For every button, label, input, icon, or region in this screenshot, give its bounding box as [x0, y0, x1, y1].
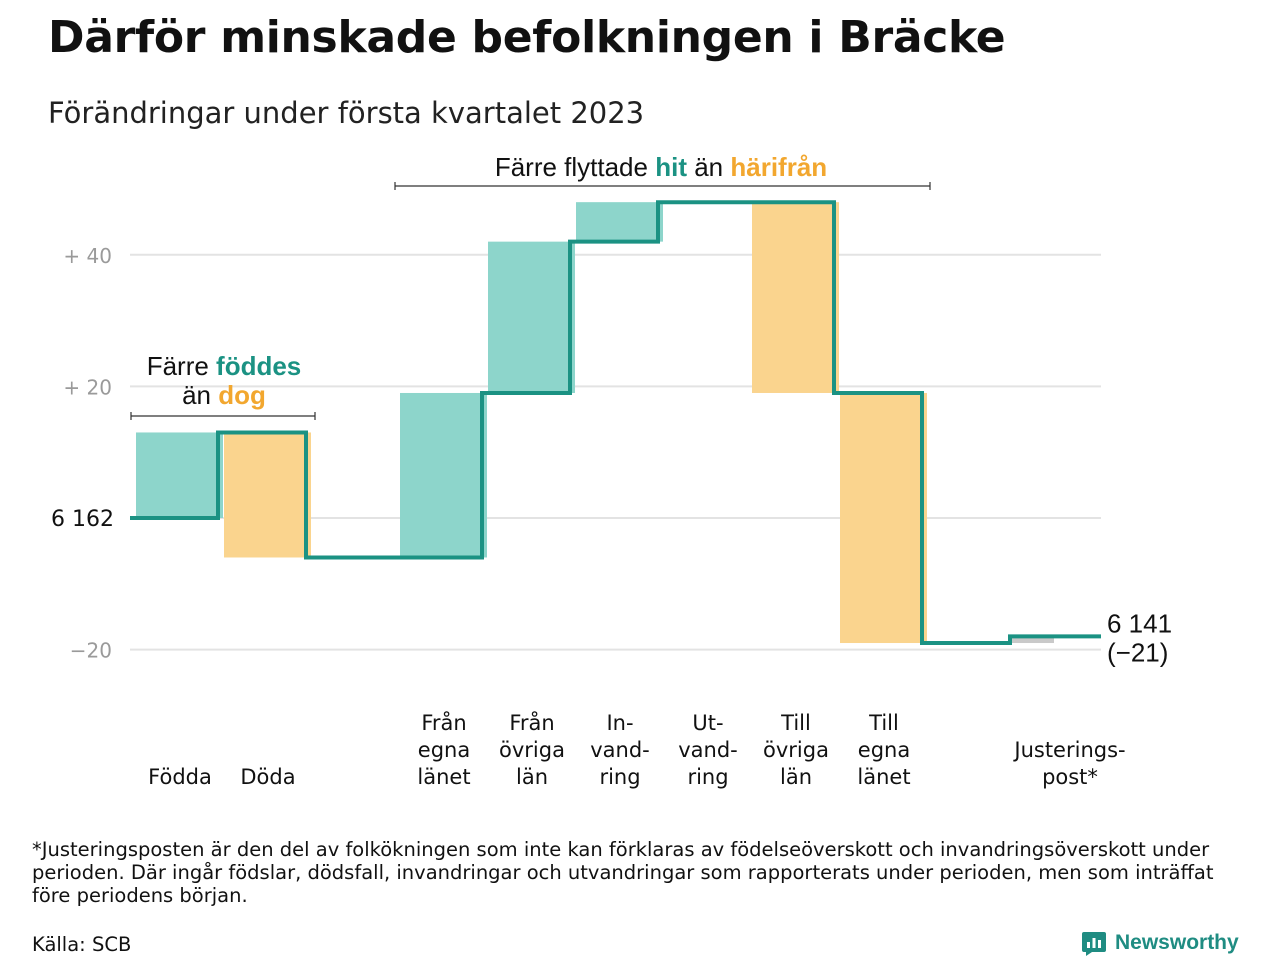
end-value-label: 6 141	[1107, 608, 1172, 638]
waterfall-bar	[1010, 636, 1054, 644]
migration-annotation-highlight: härifrån	[730, 152, 827, 182]
category-label-line: län	[516, 765, 548, 789]
category-label-line: län	[780, 765, 812, 789]
start-value-label: 6 162	[51, 507, 114, 532]
category-label: Döda	[240, 765, 295, 789]
migration-annotation-text: Färre flyttade	[495, 152, 655, 182]
category-label: Justerings-post*	[1012, 738, 1125, 789]
category-label: Födda	[148, 765, 212, 789]
y-tick-label: −20	[70, 639, 112, 663]
category-label: Ut-vand-ring	[678, 711, 738, 789]
category-label-line: post*	[1042, 765, 1098, 789]
footnote: *Justeringsposten är den del av folkökni…	[32, 838, 1214, 907]
waterfall-chart: 6 162 + 40 + 20 −20 6 141(−21) Födda Döda Från e…	[51, 152, 1172, 789]
brand-name: Newsworthy	[1115, 931, 1239, 954]
category-label-line: ring	[599, 765, 640, 789]
end-change-label: (−21)	[1107, 637, 1168, 667]
category-label-line: vand-	[678, 738, 738, 762]
births-annotation-line2: än dog	[182, 380, 266, 410]
category-label-line: Från	[509, 710, 554, 735]
category-label-line: övriga	[499, 738, 565, 762]
category-label-line: vand-	[590, 738, 650, 762]
births-annotation-line1: Färre föddes	[147, 351, 302, 381]
migration-annotation-highlight: hit	[655, 152, 687, 182]
waterfall-bar	[224, 432, 311, 558]
y-tick-label: + 20	[63, 375, 112, 399]
category-label-line: länet	[417, 765, 470, 789]
category-label-line: ring	[687, 765, 728, 789]
category-label-line: Till	[868, 711, 899, 735]
category-label-line: länet	[857, 765, 910, 789]
category-label-line: Födda	[148, 765, 212, 789]
chart-subtitle: Förändringar under första kvartalet 2023	[48, 96, 645, 130]
category-label: In-vand-ring	[590, 711, 650, 789]
category-label: Till egna länet	[857, 711, 910, 789]
waterfall-bar	[400, 392, 487, 558]
labels: 6 162 + 40 + 20 −20 6 141(−21) Födda Döda Från e…	[51, 152, 1172, 789]
category-label-line: övriga	[763, 738, 829, 762]
waterfall-bar	[840, 392, 927, 644]
births-annotation-text: än	[182, 380, 218, 410]
chart-title: Därför minskade befolkningen i Bräcke	[48, 12, 1006, 63]
cumulative-line-path	[130, 200, 1101, 645]
category-label-line: egna	[858, 738, 910, 762]
category-label: Från övriga län	[499, 710, 565, 789]
births-annotation-highlight: föddes	[216, 351, 301, 381]
waterfall-bar	[752, 202, 839, 393]
y-tick-label: + 40	[63, 244, 112, 268]
category-label-line: Ut-	[692, 711, 723, 735]
waterfall-bar	[488, 241, 575, 393]
category-label: Från egna länet	[417, 710, 470, 789]
brand: Newsworthy	[1080, 928, 1239, 958]
cumulative-line	[130, 200, 1101, 645]
births-annotation-text: Färre	[147, 351, 216, 381]
category-label: Till övriga län	[763, 711, 829, 789]
bars	[136, 202, 1054, 644]
births-annotation-highlight: dog	[218, 380, 266, 410]
newsworthy-logo-icon	[1082, 932, 1106, 956]
category-label-line: egna	[418, 738, 470, 762]
category-label-line: Till	[780, 711, 811, 735]
migration-annotation-text: än	[687, 152, 730, 182]
category-label-line: Från	[421, 710, 466, 735]
waterfall-bar	[136, 432, 223, 518]
source: Källa: SCB	[32, 933, 132, 956]
waterfall-bar	[576, 202, 663, 242]
category-label-line: Döda	[240, 765, 295, 789]
category-label-line: In-	[606, 711, 633, 735]
category-label-line: Justerings-	[1012, 738, 1125, 762]
migration-annotation: Färre flyttade hit än härifrån	[495, 152, 827, 182]
